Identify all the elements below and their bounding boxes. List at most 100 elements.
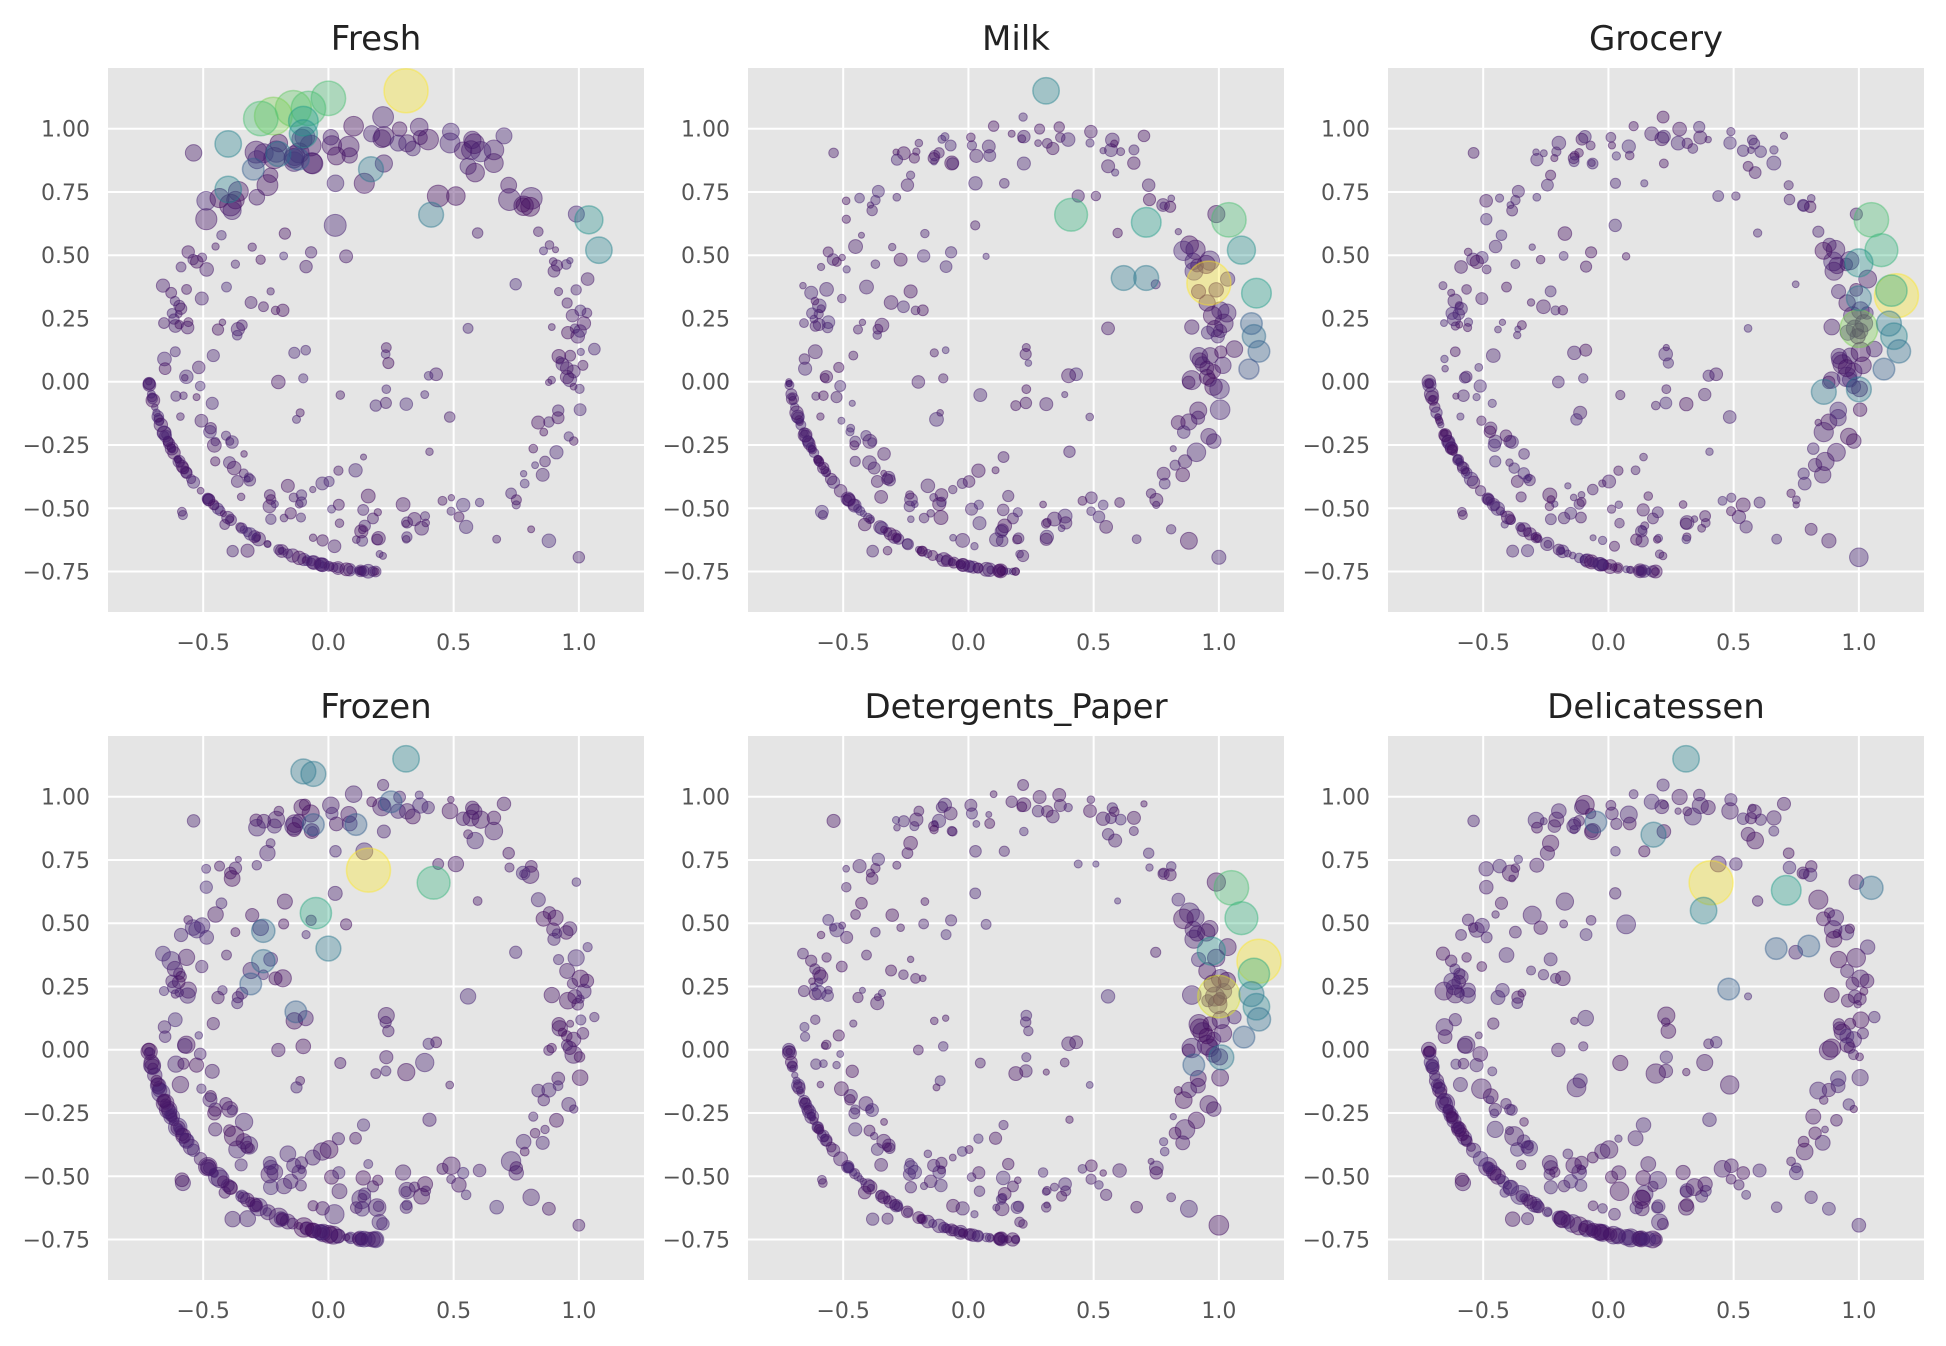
data-point (242, 961, 260, 980)
highlight-point (1240, 277, 1272, 309)
data-point (1573, 405, 1588, 420)
highlight-point (1886, 339, 1912, 364)
highlight-point (1242, 992, 1271, 1021)
data-point (948, 1224, 960, 1237)
data-point (1696, 1054, 1714, 1072)
data-point (285, 1012, 304, 1030)
data-point (234, 855, 242, 863)
data-point (211, 502, 224, 515)
data-point (338, 135, 360, 158)
data-point (165, 286, 178, 299)
data-point (1446, 444, 1459, 456)
y-tick-label: 1.00 (1321, 118, 1370, 143)
data-point (1825, 930, 1843, 948)
data-point (1814, 241, 1833, 260)
data-point (530, 892, 546, 908)
data-point (349, 1131, 362, 1145)
data-point (811, 391, 821, 401)
highlight-point (1186, 260, 1232, 306)
data-point (276, 303, 290, 317)
data-point (201, 492, 214, 505)
data-point (1213, 323, 1228, 339)
data-point (1564, 506, 1578, 520)
data-point (863, 512, 873, 523)
data-point (848, 1122, 863, 1137)
data-point (559, 361, 574, 375)
data-point (1685, 1178, 1704, 1197)
data-point (1739, 520, 1753, 534)
data-point (1859, 939, 1876, 955)
data-point (1611, 1165, 1627, 1181)
data-point (1440, 319, 1448, 328)
data-point (1573, 815, 1585, 827)
data-point (1150, 946, 1162, 958)
data-point (857, 1185, 872, 1200)
data-point (1717, 495, 1728, 506)
data-point (372, 106, 395, 128)
data-point (562, 1040, 577, 1055)
data-point (1000, 1235, 1008, 1243)
data-point (1584, 822, 1602, 841)
highlight-point (1226, 235, 1257, 265)
highlight-point (1236, 938, 1282, 984)
highlight-point (1797, 934, 1821, 958)
data-point (1791, 280, 1800, 289)
data-point (508, 1165, 524, 1181)
data-point (1587, 158, 1596, 168)
data-point (1506, 1104, 1518, 1116)
data-point (1220, 271, 1236, 287)
data-point (1175, 1135, 1191, 1151)
data-point (152, 408, 161, 417)
data-point (1639, 452, 1648, 462)
data-point (1191, 952, 1207, 968)
data-point (226, 190, 245, 210)
data-point (1579, 343, 1593, 357)
data-point (216, 229, 227, 241)
data-point (1085, 412, 1095, 422)
data-point (453, 511, 465, 523)
highlight-point (357, 156, 385, 183)
data-point (1516, 522, 1532, 538)
data-point (1053, 798, 1067, 813)
data-point (1700, 517, 1711, 528)
data-point (1214, 345, 1228, 359)
data-point (509, 945, 523, 959)
data-point (1460, 1134, 1472, 1146)
y-tick-label: 0.00 (681, 371, 730, 396)
data-point (165, 974, 179, 989)
data-point (380, 1065, 392, 1077)
data-point (1610, 846, 1621, 857)
data-point (1018, 1219, 1028, 1229)
data-point (576, 316, 592, 331)
data-point (1159, 1137, 1169, 1147)
data-point (902, 1207, 913, 1218)
y-tick-label: 0.50 (681, 912, 730, 937)
data-point (173, 1123, 185, 1135)
data-point (332, 1166, 346, 1180)
data-point (857, 231, 866, 239)
data-point (322, 796, 340, 815)
data-point (179, 987, 196, 1004)
data-point (172, 1122, 183, 1133)
data-point (1007, 129, 1016, 138)
data-point (1476, 961, 1488, 972)
data-point (301, 152, 324, 175)
data-point (819, 370, 834, 384)
data-point (1021, 1052, 1032, 1063)
data-point (1818, 1040, 1839, 1061)
data-point (1083, 804, 1097, 818)
data-point (286, 822, 302, 837)
data-point (502, 846, 515, 860)
y-tick-label: −0.75 (1303, 561, 1370, 586)
data-point (297, 1010, 314, 1027)
data-point (1501, 281, 1512, 293)
data-point (327, 885, 343, 901)
data-point (1505, 435, 1519, 449)
data-point (1186, 442, 1207, 463)
data-point (529, 1127, 541, 1139)
data-point (563, 431, 574, 442)
panel-title: Detergents_Paper (864, 687, 1167, 727)
data-point (1712, 190, 1725, 202)
data-point (381, 384, 392, 395)
data-point (291, 550, 307, 566)
